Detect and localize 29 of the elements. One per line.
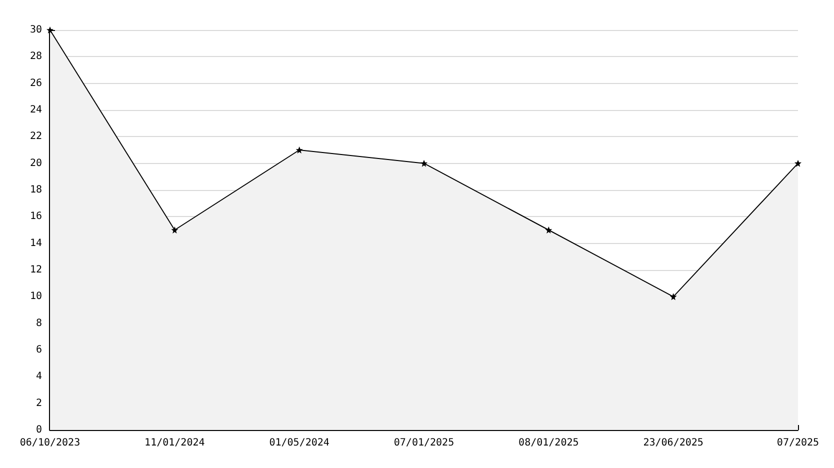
y-tick-label: 26	[30, 78, 42, 89]
y-tick-label: 10	[30, 291, 42, 302]
x-tick-label: 11/01/2024	[144, 438, 205, 448]
y-tick-label: 22	[30, 131, 42, 142]
point	[420, 160, 428, 167]
point	[296, 146, 303, 154]
x-tick-label: 06/10/2023	[20, 438, 80, 448]
y-tick-label: 14	[30, 238, 42, 249]
y-tick-label: 6	[36, 344, 42, 356]
x-tick-label: 01/05/2024	[269, 438, 330, 448]
y-tick-label: 18	[30, 184, 42, 196]
y-tick-label: 0	[36, 424, 42, 436]
y-tick-label: 24	[30, 104, 42, 116]
x-tick-label: 07/01/2025	[394, 438, 454, 448]
x-tick-label: 08/01/2025	[518, 438, 579, 448]
y-tick-label: 28	[30, 51, 42, 62]
x-tick-label: 23/06/2025	[643, 438, 704, 448]
y-tick-label: 2	[36, 398, 42, 409]
y-tick-label: 12	[30, 264, 42, 276]
y-tick-label: 16	[30, 211, 42, 222]
point	[545, 226, 552, 234]
point	[794, 160, 802, 167]
y-tick-label: 30	[30, 24, 42, 36]
point	[171, 226, 178, 234]
point	[670, 293, 677, 300]
y-tick-label: 4	[36, 371, 42, 382]
y-tick-label: 8	[36, 318, 42, 329]
x-tick-label: 07/2025	[776, 438, 820, 448]
y-tick-label: 20	[30, 158, 42, 169]
